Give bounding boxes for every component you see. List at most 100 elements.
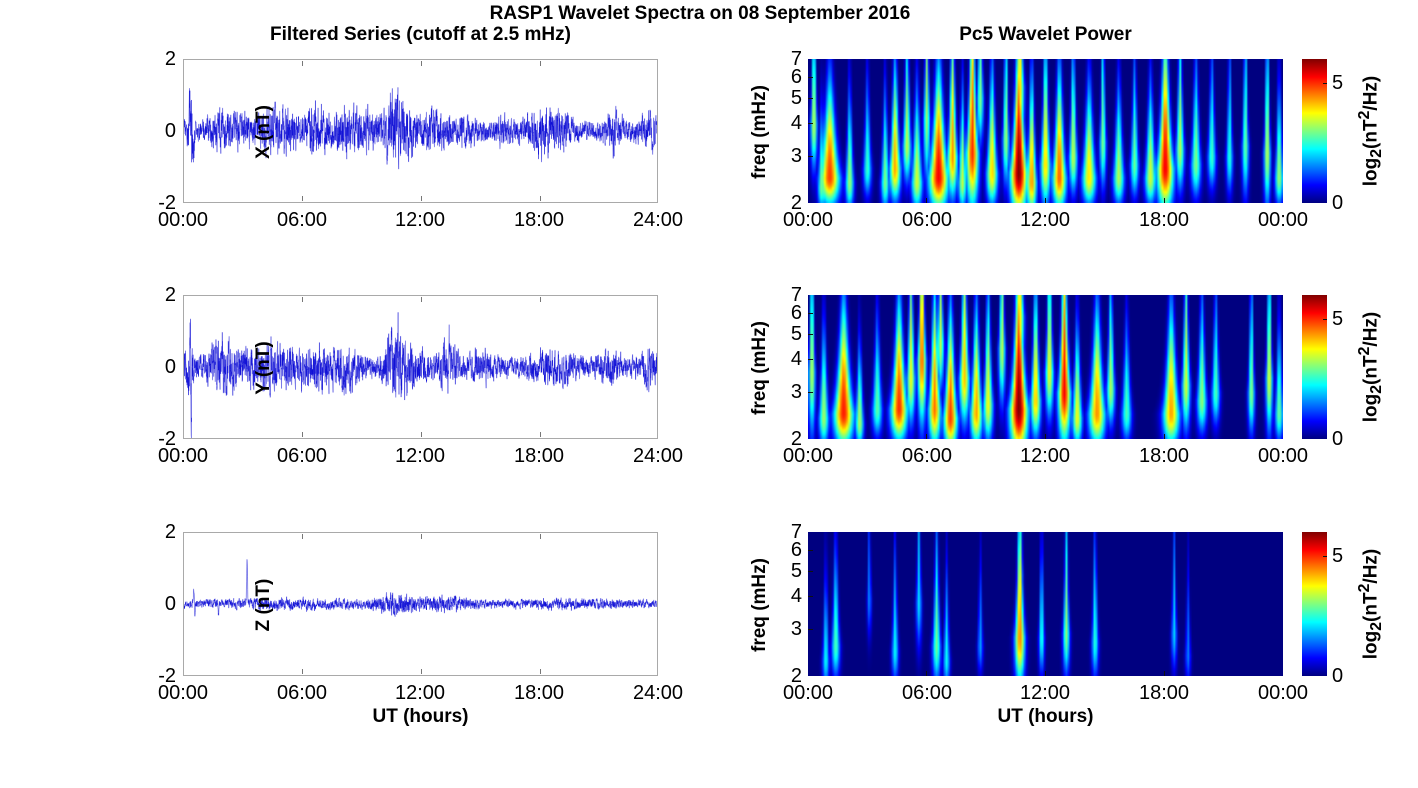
- tick-mark: [1045, 671, 1046, 676]
- tick-mark: [1045, 434, 1046, 439]
- tick-mark: [808, 77, 813, 78]
- tick-mark: [421, 61, 422, 66]
- amp-tick-label: 2: [164, 284, 176, 306]
- freq-tick-label: 4: [790, 585, 802, 607]
- amp-tick-label: 0: [164, 593, 176, 615]
- freq-tick-label: 6: [790, 66, 802, 88]
- colorbar-label-text: (nT: [1360, 592, 1382, 622]
- row-z: Z (nT) 2 0 -2 00:00 06:00 12:00 18:00 24…: [0, 521, 1418, 727]
- freq-tick-label: 6: [790, 539, 802, 561]
- tick-mark: [540, 297, 541, 302]
- colorbar-label-text: /Hz): [1360, 311, 1382, 347]
- tick-mark: [808, 334, 813, 335]
- y-series-canvas: [184, 296, 657, 438]
- freq-tick-label: 2: [790, 428, 802, 450]
- tick-mark: [302, 534, 303, 539]
- tick-mark: [302, 61, 303, 66]
- time-tick-label: 06:00: [901, 445, 953, 467]
- figure-title: RASP1 Wavelet Spectra on 08 September 20…: [489, 3, 911, 24]
- time-tick-label: 12:00: [394, 209, 446, 231]
- colorbar-label-sup: 2: [1356, 110, 1373, 120]
- time-tick-label: 00:00: [157, 445, 209, 467]
- colorbar-tick-label: 0: [1332, 428, 1344, 450]
- amp-tick-label: 0: [164, 120, 176, 142]
- tick-mark: [926, 671, 927, 676]
- tick-mark: [540, 196, 541, 201]
- tick-mark: [1323, 556, 1327, 557]
- colorbar-label: log2(nT2/Hz): [1352, 282, 1385, 452]
- time-tick-label: 18:00: [1138, 682, 1190, 704]
- z-spectrogram-plot-area: [808, 532, 1283, 676]
- x-series-canvas: [184, 60, 657, 202]
- time-tick-label: 00:00: [1257, 445, 1309, 467]
- tick-mark: [808, 571, 813, 572]
- freq-tick-label: 7: [790, 48, 802, 70]
- colorbar-label-text: log: [1360, 157, 1382, 187]
- colorbar-label-sub: 2: [1368, 384, 1386, 394]
- colorbar-label-text: (nT: [1360, 119, 1382, 149]
- time-tick-label: 18:00: [513, 682, 565, 704]
- y-spectrogram-panel: freq (mHz) 7 6 5 4 3 2 00:00 06:00 12:00…: [749, 284, 1308, 467]
- freq-tick-label: 2: [790, 665, 802, 687]
- time-tick-label: 00:00: [782, 209, 834, 231]
- x-spectrogram-plot-area: [808, 59, 1283, 203]
- amp-tick-label: 0: [164, 356, 176, 378]
- time-tick-label: 18:00: [513, 209, 565, 231]
- colorbar-label-sup: 2: [1356, 346, 1373, 356]
- tick-mark: [926, 198, 927, 203]
- time-tick-label: 18:00: [1138, 445, 1190, 467]
- colorbar: [1302, 532, 1327, 676]
- tick-mark: [1045, 198, 1046, 203]
- freq-tick-label: 2: [790, 192, 802, 214]
- colorbar-tick-label: 0: [1332, 192, 1344, 214]
- amp-tick-label: 2: [164, 48, 176, 70]
- time-tick-label: 06:00: [276, 682, 328, 704]
- colorbar-tick-label: 5: [1332, 72, 1344, 94]
- tick-mark: [1164, 198, 1165, 203]
- time-tick-label: 06:00: [901, 682, 953, 704]
- left-column-title: Filtered Series (cutoff at 2.5 mHz): [270, 24, 571, 45]
- tick-mark: [1164, 434, 1165, 439]
- freq-tick-label: 5: [790, 560, 802, 582]
- tick-mark: [808, 313, 813, 314]
- freq-tick-label: 3: [790, 381, 802, 403]
- tick-mark: [808, 596, 813, 597]
- tick-mark: [1323, 83, 1327, 84]
- y-spectrogram-canvas: [808, 295, 1283, 439]
- x-series-plot-area: [183, 59, 658, 203]
- time-tick-label: 12:00: [394, 682, 446, 704]
- colorbar-label-sub: 2: [1368, 621, 1386, 631]
- colorbar-label-text: log: [1360, 393, 1382, 423]
- colorbar-tick-label: 0: [1332, 665, 1344, 687]
- colorbar-label-text: /Hz): [1360, 548, 1382, 584]
- freq-tick-label: 3: [790, 618, 802, 640]
- time-tick-label: 00:00: [782, 682, 834, 704]
- z-axis-ylabel: Z (nT): [253, 578, 274, 632]
- tick-mark: [808, 359, 813, 360]
- z-spectrogram-panel: freq (mHz) 7 6 5 4 3 2 00:00 06:00 12:00…: [749, 521, 1308, 727]
- time-tick-label: 00:00: [782, 445, 834, 467]
- colorbar-label-sub: 2: [1368, 148, 1386, 158]
- colorbar: [1302, 295, 1327, 439]
- tick-mark: [540, 61, 541, 66]
- tick-mark: [808, 156, 813, 157]
- time-tick-label: 00:00: [157, 682, 209, 704]
- time-tick-label: 06:00: [276, 209, 328, 231]
- y-series-plot-area: [183, 295, 658, 439]
- freq-tick-label: 3: [790, 145, 802, 167]
- tick-mark: [540, 669, 541, 674]
- tick-mark: [808, 98, 813, 99]
- z-spectrogram-canvas: [808, 532, 1283, 676]
- time-tick-label: 24:00: [632, 682, 684, 704]
- time-tick-label: 00:00: [1257, 682, 1309, 704]
- tick-mark: [1323, 319, 1327, 320]
- time-tick-label: 06:00: [276, 445, 328, 467]
- row-x: X (nT) 2 0 -2 00:00 06:00 12:00 18:00 24…: [0, 48, 1418, 231]
- x-spectrogram-canvas: [808, 59, 1283, 203]
- tick-mark: [808, 629, 813, 630]
- time-tick-label: 00:00: [1257, 209, 1309, 231]
- time-tick-label: 12:00: [394, 445, 446, 467]
- tick-mark: [808, 550, 813, 551]
- z-series-panel: Z (nT) 2 0 -2 00:00 06:00 12:00 18:00 24…: [158, 521, 683, 727]
- y-spectrogram-plot-area: [808, 295, 1283, 439]
